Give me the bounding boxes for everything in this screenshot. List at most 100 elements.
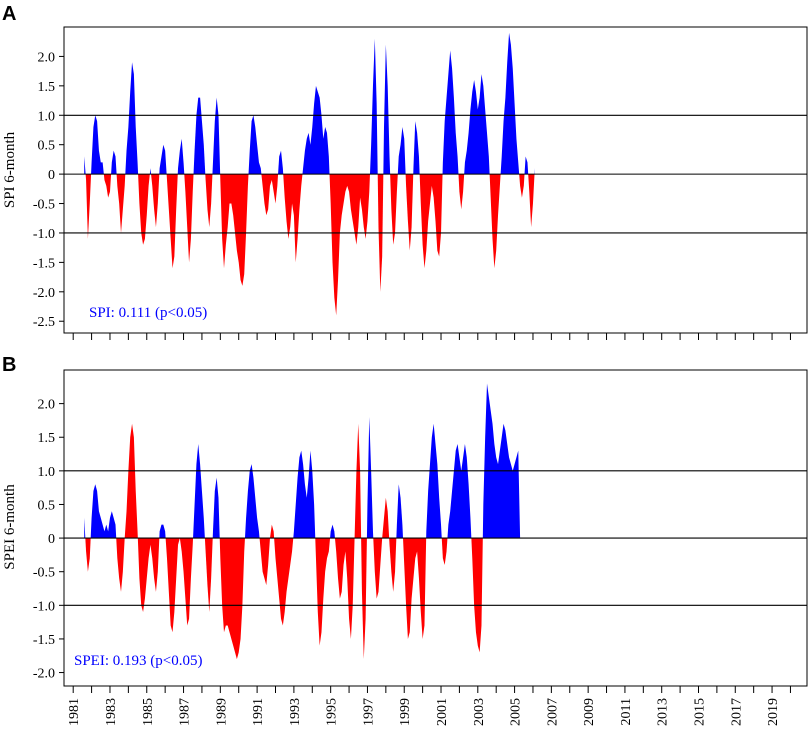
negative-area <box>334 423 362 639</box>
positive-area <box>177 138 185 175</box>
positive-area <box>193 97 206 175</box>
panel-b-letter: B <box>2 354 16 376</box>
y-tick-label: -1.0 <box>33 599 55 614</box>
panel-b-x-axis <box>72 686 791 693</box>
y-tick-label: -0.5 <box>33 566 55 581</box>
negative-area <box>259 524 275 586</box>
negative-area <box>116 423 138 592</box>
x-axis-year-labels: 1981 1983 1985 1987 1989 1991 1993 1995 1997 1999… <box>67 698 781 726</box>
y-tick-label: -2.0 <box>33 667 55 682</box>
negative-area <box>458 174 465 210</box>
negative-area <box>441 538 448 565</box>
negative-area <box>373 497 390 599</box>
positive-area <box>159 144 167 175</box>
negative-area <box>138 174 150 245</box>
positive-area <box>159 524 166 539</box>
negative-area <box>166 174 178 269</box>
y-tick-label: 1.0 <box>38 109 56 124</box>
positive-area <box>482 383 521 539</box>
panel-a: A SPI 6-month 2.0 1.5 1.0 0.5 0 -0.5 -1.0 -1.5 -… <box>2 3 808 340</box>
panel-a-frame <box>63 26 808 334</box>
x-tick-label: 2013 <box>656 698 671 726</box>
x-tick-label: 2015 <box>693 698 708 726</box>
x-tick-label: 2001 <box>435 698 450 726</box>
x-tick-label: 1985 <box>141 698 156 726</box>
positive-area <box>413 121 420 175</box>
positive-area <box>193 443 205 539</box>
negative-area <box>116 174 126 233</box>
negative-area <box>85 538 91 572</box>
negative-area <box>403 538 427 639</box>
x-tick-label: 1981 <box>67 698 82 726</box>
panel-b-ylabel: SPEI 6-month <box>2 484 18 570</box>
panel-a-x-axis <box>72 333 791 340</box>
negative-area <box>151 174 160 228</box>
y-tick-label: -1.5 <box>33 633 55 648</box>
positive-area <box>84 517 86 539</box>
y-tick-label: 0.5 <box>38 139 56 154</box>
negative-area <box>85 174 92 239</box>
positive-area <box>125 62 139 175</box>
negative-area <box>137 538 160 613</box>
negative-area <box>519 174 525 198</box>
panel-a-area-fill <box>84 32 535 316</box>
positive-area <box>244 464 260 539</box>
x-tick-label: 2005 <box>509 698 524 726</box>
x-tick-label: 1983 <box>104 698 119 726</box>
negative-area <box>103 174 112 198</box>
x-tick-label: 2009 <box>582 698 597 726</box>
x-tick-label: 1987 <box>178 698 193 726</box>
negative-area <box>361 538 367 660</box>
panel-b-annotation: SPEI: 0.193 (p<0.05) <box>74 653 202 669</box>
positive-area <box>464 74 490 175</box>
negative-area <box>205 174 213 228</box>
negative-area <box>204 538 213 613</box>
positive-area <box>278 150 284 175</box>
positive-area <box>84 156 86 175</box>
positive-area <box>396 484 404 539</box>
x-tick-label: 1999 <box>398 698 413 726</box>
y-tick-label: 1.5 <box>38 431 56 446</box>
positive-area <box>90 484 117 539</box>
y-tick-label: 1.0 <box>38 465 56 480</box>
negative-area <box>283 174 303 263</box>
x-tick-label: 1993 <box>288 698 303 726</box>
negative-area <box>315 538 331 646</box>
x-tick-label: 2019 <box>766 698 781 726</box>
positive-area <box>447 443 472 539</box>
panel-a-annotation: SPI: 0.111 (p<0.05) <box>89 305 207 321</box>
panel-b-area-fill <box>84 383 521 660</box>
x-tick-label: 1995 <box>325 698 340 726</box>
y-tick-label: 0 <box>48 532 55 547</box>
positive-area <box>366 417 374 539</box>
positive-area <box>91 115 104 175</box>
negative-area <box>405 174 414 251</box>
negative-area <box>220 174 249 286</box>
positive-area <box>369 38 378 175</box>
panel-a-ylabel: SPI 6-month <box>2 131 18 208</box>
negative-area <box>329 174 370 316</box>
positive-area <box>330 524 335 539</box>
panel-b: B SPEI 6-month 2.0 1.5 1.0 0.5 0 -0.5 -1.0 -1.5… <box>2 354 808 726</box>
negative-area <box>489 174 501 269</box>
x-tick-label: 2011 <box>619 698 634 725</box>
positive-area <box>302 85 330 175</box>
x-tick-label: 2007 <box>545 698 560 726</box>
y-tick-label: -2.0 <box>33 286 55 301</box>
x-tick-label: 2003 <box>472 698 487 726</box>
x-tick-label: 1989 <box>214 698 229 726</box>
positive-area <box>111 150 117 175</box>
y-tick-label: -0.5 <box>33 198 55 213</box>
negative-area <box>165 538 194 633</box>
positive-area <box>426 423 442 539</box>
y-tick-label: -1.0 <box>33 227 55 242</box>
y-tick-label: 2.0 <box>38 50 56 65</box>
negative-area <box>274 538 294 626</box>
x-tick-label: 1991 <box>251 698 266 726</box>
positive-area <box>149 168 152 175</box>
y-tick-label: 2.0 <box>38 398 56 413</box>
positive-area <box>248 115 262 175</box>
panel-b-y-axis: 2.0 1.5 1.0 0.5 0 -0.5 -1.0 -1.5 -2.0 <box>33 398 64 682</box>
y-tick-label: 1.5 <box>38 80 56 95</box>
